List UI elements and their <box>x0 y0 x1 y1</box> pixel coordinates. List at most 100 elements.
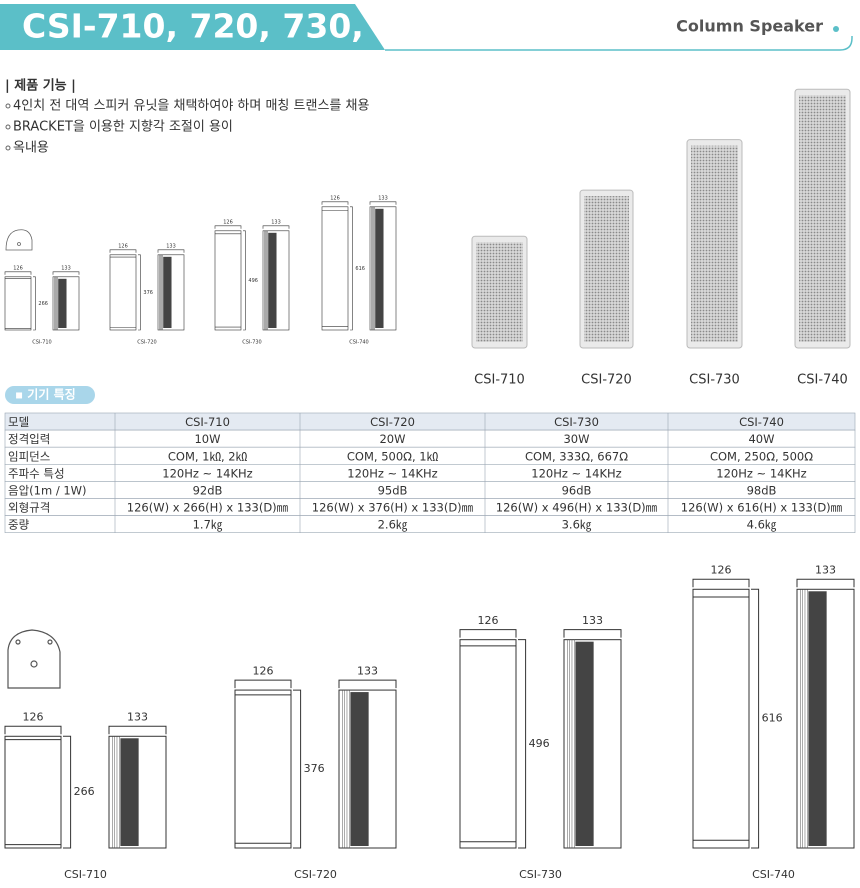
dim-height-label: 616 <box>762 712 783 725</box>
dim-width-label: 126 <box>23 710 44 723</box>
dim-height-label: 616 <box>355 266 365 272</box>
bullet <box>5 145 11 151</box>
dim-height-label: 266 <box>38 301 48 307</box>
front-view <box>214 230 242 331</box>
dim-width-label: 126 <box>223 219 233 225</box>
dim-height-label: 496 <box>248 278 258 284</box>
dim-height <box>518 639 527 849</box>
dim-width <box>459 629 517 638</box>
dim-depth <box>108 725 167 735</box>
dim-width-label: 126 <box>253 664 274 677</box>
front-view <box>4 276 32 331</box>
dim-width <box>4 725 62 735</box>
front-view <box>459 639 517 849</box>
side-grille <box>163 256 172 328</box>
photo-label: CSI-720 <box>581 373 632 388</box>
drawings: 126 133 266 CSI-710 126 133 376 CSI-720 126 133 49… <box>4 88 855 881</box>
features-heading: | 제품 기능 | <box>5 79 76 94</box>
dim-height-label: 376 <box>304 762 325 775</box>
cell: 96dB <box>562 483 592 497</box>
dim-depth-label: 133 <box>61 265 71 271</box>
cell: 40W <box>748 432 774 446</box>
title: CSI-710, 720, 730, 740 <box>22 7 444 46</box>
header-line <box>385 36 853 51</box>
spec-pill <box>5 386 95 404</box>
cell: 20W <box>379 432 405 446</box>
cell: 1.7㎏ <box>193 518 223 532</box>
dim-width-label: 126 <box>118 243 128 249</box>
top-view-large <box>7 629 61 689</box>
dim-width <box>234 679 292 689</box>
model-label: CSI-740 <box>752 868 795 881</box>
header-cell: CSI-730 <box>554 415 599 429</box>
cell: 중량 <box>8 518 30 532</box>
bullet <box>5 103 11 109</box>
photo-grille <box>691 145 738 342</box>
dim-height <box>63 735 72 849</box>
header-cell: CSI-740 <box>739 415 784 429</box>
dim-width-label: 126 <box>13 265 23 271</box>
cell: 126(W) x 266(H) x 133(D)㎜ <box>127 501 289 515</box>
side-grille <box>58 278 67 328</box>
front-view <box>234 689 292 849</box>
spec-heading: ▪ 기기 특징 <box>15 387 76 402</box>
cell: 120Hz ~ 14KHz <box>716 466 806 480</box>
dim-depth <box>262 225 290 229</box>
front-view <box>321 206 349 331</box>
dim-height <box>293 689 302 849</box>
dim-height-label: 496 <box>529 737 550 750</box>
dim-height <box>350 206 353 331</box>
dim-depth <box>52 271 80 275</box>
row-bg <box>4 429 856 448</box>
cell: 92dB <box>193 483 223 497</box>
model-label: CSI-710 <box>64 868 107 881</box>
cell: 98dB <box>747 483 777 497</box>
model-label: CSI-730 <box>519 868 562 881</box>
dim-height <box>33 276 36 331</box>
front-view <box>109 254 137 331</box>
header-cell: 모델 <box>8 415 29 429</box>
cell: COM, 1㏀, 2㏀ <box>168 449 248 463</box>
model-label: CSI-720 <box>294 868 337 881</box>
cell: 4.6㎏ <box>747 518 777 532</box>
header-cell: CSI-720 <box>370 415 415 429</box>
dim-width-label: 126 <box>330 195 340 201</box>
top-view-small <box>5 229 33 251</box>
dim-depth <box>369 201 397 205</box>
dim-depth <box>157 249 185 253</box>
cell: 음압(1m / 1W) <box>8 483 87 497</box>
model-label: CSI-710 <box>32 340 52 346</box>
feature: BRACKET을 이용한 지향각 조절이 용이 <box>13 120 233 135</box>
cell: 3.6㎏ <box>562 518 592 532</box>
cell: 임피던스 <box>8 449 50 463</box>
row-bg <box>4 515 856 533</box>
dim-height <box>138 254 141 331</box>
dim-width <box>109 249 137 253</box>
cell: 30W <box>563 432 589 446</box>
dim-depth-label: 133 <box>127 710 148 723</box>
side-grille <box>808 591 827 846</box>
model-label: CSI-740 <box>349 340 369 346</box>
side-grille <box>268 232 277 328</box>
cell: 120Hz ~ 14KHz <box>347 466 437 480</box>
cell: COM, 500Ω, 1㏀ <box>347 449 439 463</box>
cell: 126(W) x 376(H) x 133(D)㎜ <box>312 501 474 515</box>
cell: 126(W) x 616(H) x 133(D)㎜ <box>681 501 843 515</box>
cell: 95dB <box>378 483 408 497</box>
header-cell: CSI-710 <box>185 415 230 429</box>
cell: 10W <box>194 432 220 446</box>
dim-width <box>692 578 750 588</box>
dim-width <box>214 225 242 229</box>
dim-depth-label: 133 <box>582 614 603 627</box>
bullet <box>5 124 11 130</box>
subtitle: Column Speaker <box>676 17 823 36</box>
dim-depth-label: 133 <box>357 664 378 677</box>
cell: 120Hz ~ 14KHz <box>531 466 621 480</box>
photo-grille <box>799 95 846 342</box>
side-grille <box>120 738 139 846</box>
feature: 4인치 전 대역 스피커 유닛을 채택하여야 하며 매칭 트랜스를 채용 <box>13 99 369 114</box>
dim-depth <box>796 578 855 588</box>
side-grille <box>375 208 384 328</box>
